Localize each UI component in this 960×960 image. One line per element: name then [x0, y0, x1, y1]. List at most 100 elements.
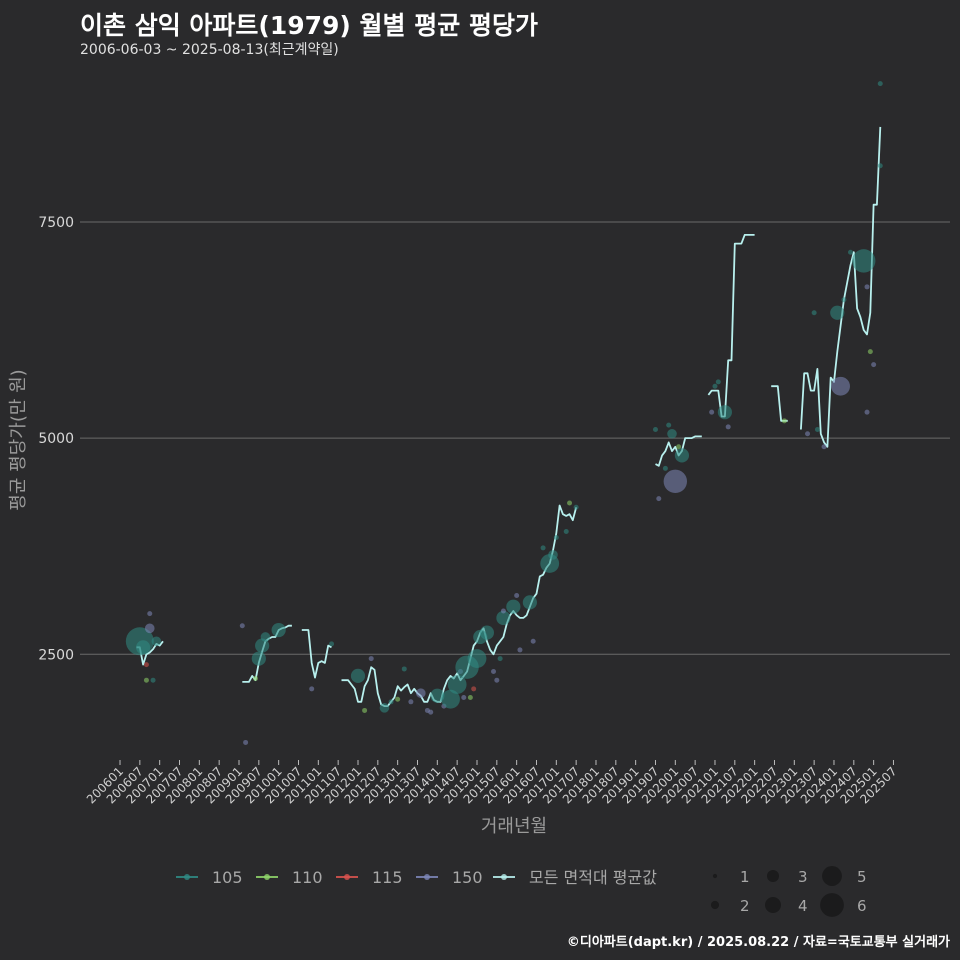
- point-150: [864, 409, 870, 415]
- point-105: [841, 297, 847, 303]
- point-105: [717, 405, 732, 420]
- point-150: [494, 677, 500, 683]
- point-105: [553, 535, 559, 541]
- point-150: [709, 409, 715, 415]
- point-105: [506, 599, 521, 614]
- point-150: [831, 376, 850, 396]
- y-axis-ticks: 2500 5000 7500: [38, 215, 74, 663]
- legend-key-point: [264, 874, 270, 880]
- average-line: [800, 126, 882, 448]
- point-105: [329, 641, 335, 647]
- point-150: [309, 686, 315, 692]
- point-105: [666, 422, 672, 428]
- point-150: [725, 424, 731, 430]
- point-105: [447, 675, 467, 694]
- point-110: [467, 694, 473, 700]
- point-150: [871, 362, 877, 368]
- point-110: [395, 696, 401, 702]
- point-105: [563, 528, 569, 534]
- legend-label: 115: [372, 868, 403, 887]
- size-legend-dot: [710, 900, 720, 910]
- point-150: [514, 592, 520, 598]
- point-150: [408, 699, 414, 705]
- point-150: [368, 656, 374, 662]
- y-tick-label: 5000: [38, 431, 74, 447]
- legend-key-point: [344, 874, 350, 880]
- point-150: [864, 284, 870, 290]
- point-150: [530, 638, 536, 644]
- point-110: [867, 349, 873, 355]
- point-105: [136, 640, 151, 655]
- y-tick-label: 7500: [38, 215, 74, 231]
- size-legend-label: 6: [857, 897, 867, 915]
- legend-key-point: [184, 874, 190, 880]
- point-105: [497, 656, 503, 662]
- point-105: [251, 651, 266, 666]
- point-150: [491, 669, 497, 675]
- size-legend-dot: [820, 893, 844, 917]
- legend-label: 모든 면적대 평균값: [529, 868, 657, 887]
- point-110: [781, 418, 787, 424]
- point-105: [255, 638, 270, 653]
- point-105: [715, 379, 721, 385]
- point-150: [500, 608, 506, 614]
- point-105: [877, 163, 883, 169]
- point-105: [674, 448, 690, 463]
- point-150: [821, 444, 827, 450]
- chart-title: 이촌 삼익 아파트(1979) 월별 평균 평당가: [80, 11, 538, 40]
- legend: 105 110 115 150 모든 면적대 평균값 1 2 3 4 5 6: [176, 866, 867, 917]
- point-105: [379, 703, 390, 713]
- point-150: [243, 739, 249, 745]
- point-105: [496, 610, 511, 626]
- point-150: [805, 431, 811, 437]
- point-150: [415, 688, 426, 698]
- point-110: [253, 675, 259, 681]
- average-line: [771, 385, 788, 422]
- size-legend-dot: [822, 866, 842, 886]
- point-110: [567, 500, 573, 506]
- size-legend-dot: [765, 897, 781, 913]
- point-150: [144, 623, 155, 634]
- point-105: [662, 465, 668, 471]
- point-105: [467, 649, 487, 668]
- legend-key-point: [501, 874, 507, 880]
- point-105: [852, 249, 876, 273]
- size-legend-label: 2: [740, 897, 750, 915]
- point-105: [260, 632, 271, 642]
- point-150: [656, 496, 662, 502]
- point-110: [143, 677, 149, 683]
- average-line: [301, 629, 332, 679]
- y-axis-label: 평균 평당가(만 원): [8, 369, 29, 510]
- gridlines: [80, 221, 950, 655]
- point-105: [712, 383, 718, 389]
- scatter-points: [125, 81, 883, 745]
- point-150: [517, 647, 523, 653]
- point-105: [667, 428, 677, 439]
- point-105: [401, 666, 407, 672]
- legend-label: 110: [292, 868, 323, 887]
- source-credit: ©디아파트(dapt.kr) / 2025.08.22 / 자료=국토교통부 실…: [566, 935, 950, 950]
- point-105: [522, 595, 537, 610]
- point-105: [441, 689, 460, 709]
- chart-subtitle: 2006-06-03 ~ 2025-08-13(최근계약일): [80, 42, 339, 58]
- size-legend-label: 1: [740, 868, 750, 886]
- point-115: [471, 686, 477, 692]
- size-legend-label: 3: [798, 868, 808, 886]
- x-axis-ticks: 2006012006072007012007072008012008072009…: [84, 760, 900, 807]
- point-105: [271, 622, 286, 638]
- size-legend-label: 4: [798, 897, 808, 915]
- point-150: [147, 611, 153, 617]
- point-105: [830, 305, 845, 320]
- size-legend-dot: [712, 873, 718, 879]
- point-110: [362, 707, 368, 713]
- point-105: [350, 668, 366, 683]
- average-line: [707, 234, 755, 418]
- point-110: [676, 444, 682, 450]
- point-150: [428, 709, 434, 715]
- point-105: [548, 550, 558, 560]
- point-105: [811, 310, 817, 316]
- point-105: [848, 249, 854, 255]
- point-105: [150, 677, 156, 683]
- legend-label: 105: [212, 868, 243, 887]
- point-105: [540, 545, 546, 551]
